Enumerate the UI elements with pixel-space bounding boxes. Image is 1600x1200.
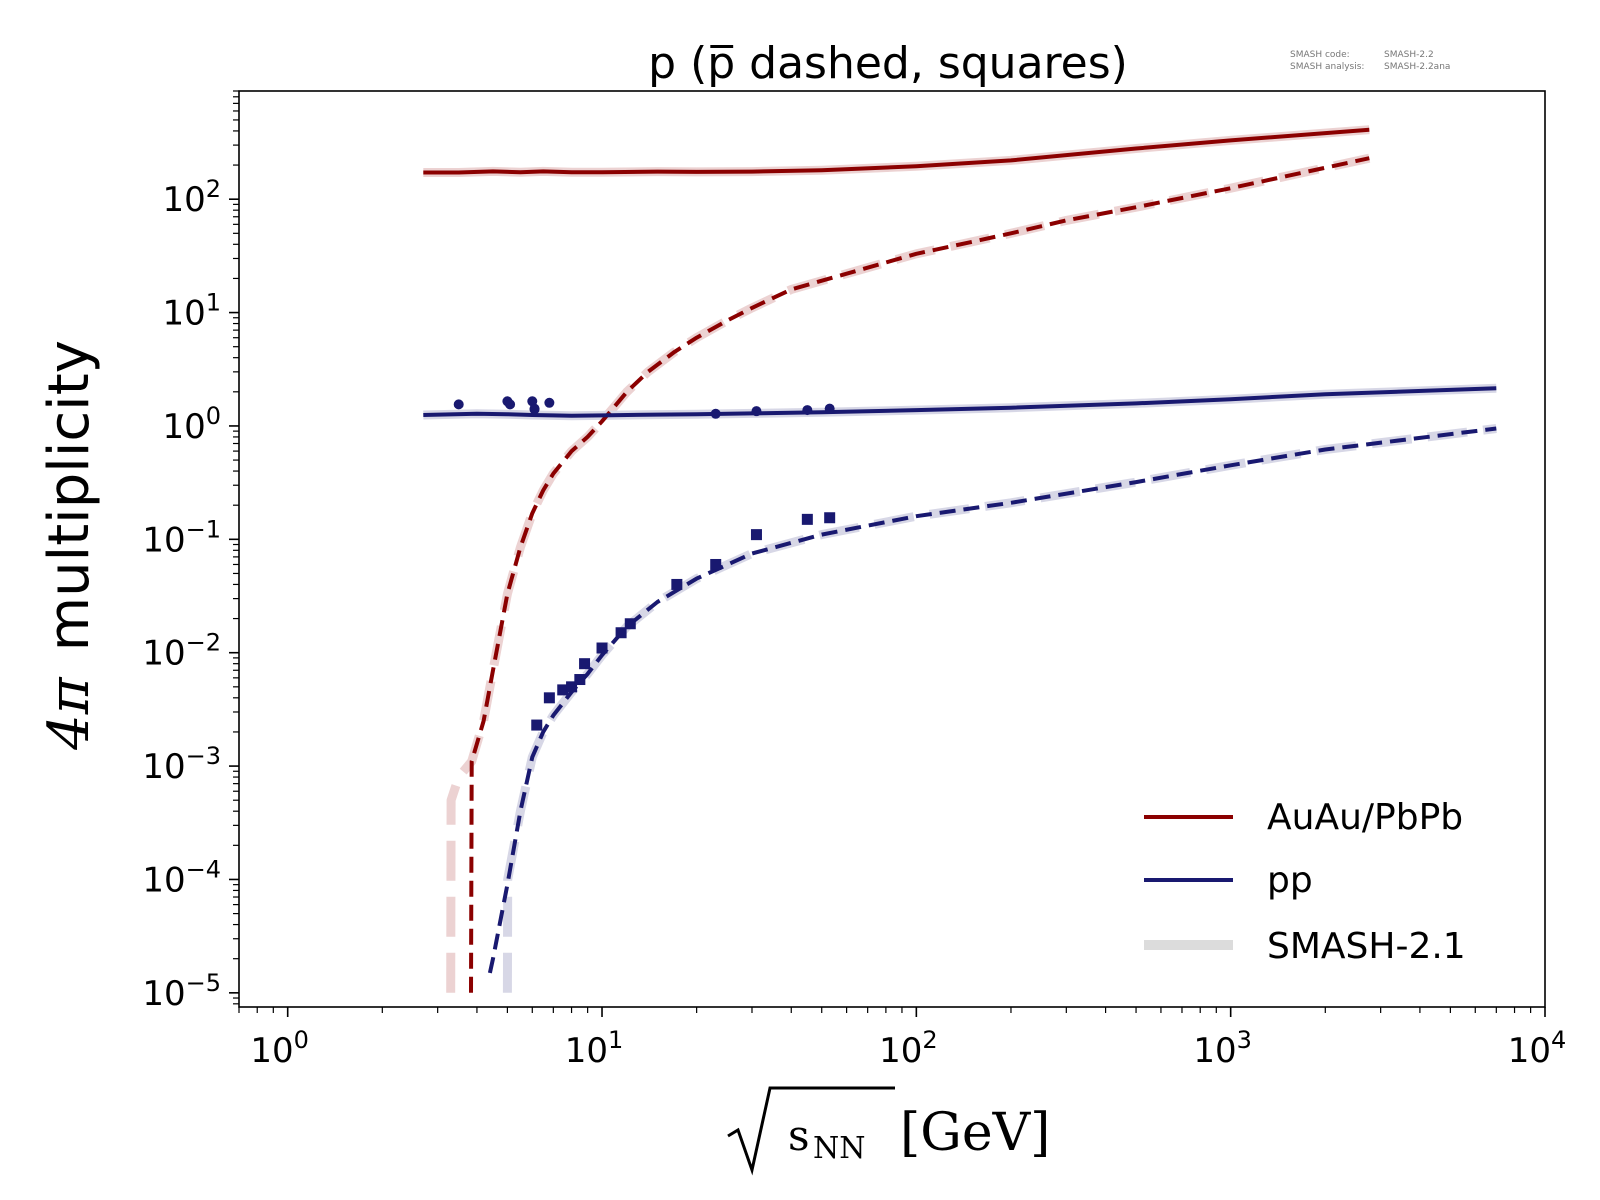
x-tick-label: 101: [565, 1026, 624, 1071]
data-point-pp-pbar: [824, 512, 836, 524]
y-axis-label-text: multiplicity: [37, 340, 102, 651]
data-point-pp-pbar: [801, 513, 813, 525]
y-axis-label: 4π multiplicity: [37, 340, 102, 751]
data-point-pp-pbar: [596, 642, 608, 654]
data-point-pp-pbar: [710, 558, 722, 570]
y-tick-label: 101: [162, 289, 221, 334]
data-point-pp-pbar: [557, 684, 569, 696]
info-code-value: SMASH-2.2: [1384, 50, 1434, 60]
data-point-pp-p: [529, 404, 540, 415]
data-point-pp-p: [505, 399, 516, 410]
data-point-pp-pbar: [579, 658, 591, 670]
series-points: [453, 396, 836, 731]
data-point-pp-pbar: [566, 681, 578, 693]
series-line-auau-pbar: [469, 156, 1370, 993]
legend-label-pp: pp: [1267, 860, 1313, 901]
reference-curve-auau-pbar: [446, 153, 1371, 993]
reference-curves: [423, 125, 1497, 993]
data-point-pp-pbar: [624, 618, 636, 630]
reference-curve-pp-pbar: [502, 424, 1497, 993]
plot-frame: [238, 90, 1546, 1008]
legend: AuAu/PbPb pp SMASH-2.1: [1144, 797, 1466, 967]
series-line-pp-pbar: [487, 426, 1497, 974]
info-analysis-label: SMASH analysis:: [1290, 62, 1364, 72]
x-tick-label: 104: [1508, 1026, 1567, 1071]
sqrt-sign: [727, 1086, 895, 1176]
x-tick-label: 103: [1193, 1026, 1252, 1071]
chart-title: p (p̅ dashed, squares): [648, 38, 1128, 89]
data-point-pp-pbar: [615, 627, 627, 639]
data-point-pp-pbar: [543, 692, 555, 704]
x-axis-label: s NN [GeV]: [727, 1086, 1050, 1176]
data-point-pp-pbar: [671, 578, 683, 590]
y-tick-label: 102: [162, 175, 221, 220]
legend-label-auau: AuAu/PbPb: [1267, 797, 1463, 838]
y-tick-label: 100: [162, 402, 221, 447]
y-axis-label-prefix: 4π: [37, 676, 102, 751]
y-tick-label: 10−4: [142, 855, 221, 900]
data-point-pp-p: [802, 405, 813, 416]
x-axis-label-sub: NN: [813, 1131, 866, 1166]
axis-ticks: [229, 90, 1546, 1017]
tick-labels: 100 101 102 103 104 10−5 10−4 10−3 10−2 10−1 100 10…: [142, 175, 1566, 1071]
series-line-auau-p: [423, 127, 1370, 175]
data-point-pp-p: [751, 406, 762, 417]
x-axis-label-unit: [GeV]: [900, 1103, 1050, 1163]
series-curves: [423, 127, 1497, 993]
y-tick-label: 10−5: [142, 969, 221, 1014]
y-tick-label: 10−3: [142, 742, 221, 787]
series-line-pp-p: [423, 386, 1497, 418]
y-tick-label: 10−1: [142, 515, 221, 560]
y-tick-label: 10−2: [142, 629, 221, 674]
legend-label-smash: SMASH-2.1: [1267, 926, 1466, 967]
data-point-pp-p: [710, 408, 721, 419]
data-point-pp-p: [453, 399, 464, 410]
data-point-pp-pbar: [574, 674, 586, 686]
info-block: SMASH code: SMASH-2.2 SMASH analysis: SM…: [1290, 50, 1450, 72]
data-point-pp-pbar: [750, 529, 762, 541]
info-analysis-value: SMASH-2.2ana: [1384, 62, 1450, 72]
x-axis-label-var: s: [788, 1111, 810, 1160]
data-point-pp-p: [544, 397, 555, 408]
x-tick-label: 102: [879, 1026, 938, 1071]
data-point-pp-p: [824, 403, 835, 414]
x-tick-label: 100: [250, 1026, 309, 1071]
info-code-label: SMASH code:: [1290, 50, 1350, 60]
data-point-pp-pbar: [531, 719, 543, 731]
